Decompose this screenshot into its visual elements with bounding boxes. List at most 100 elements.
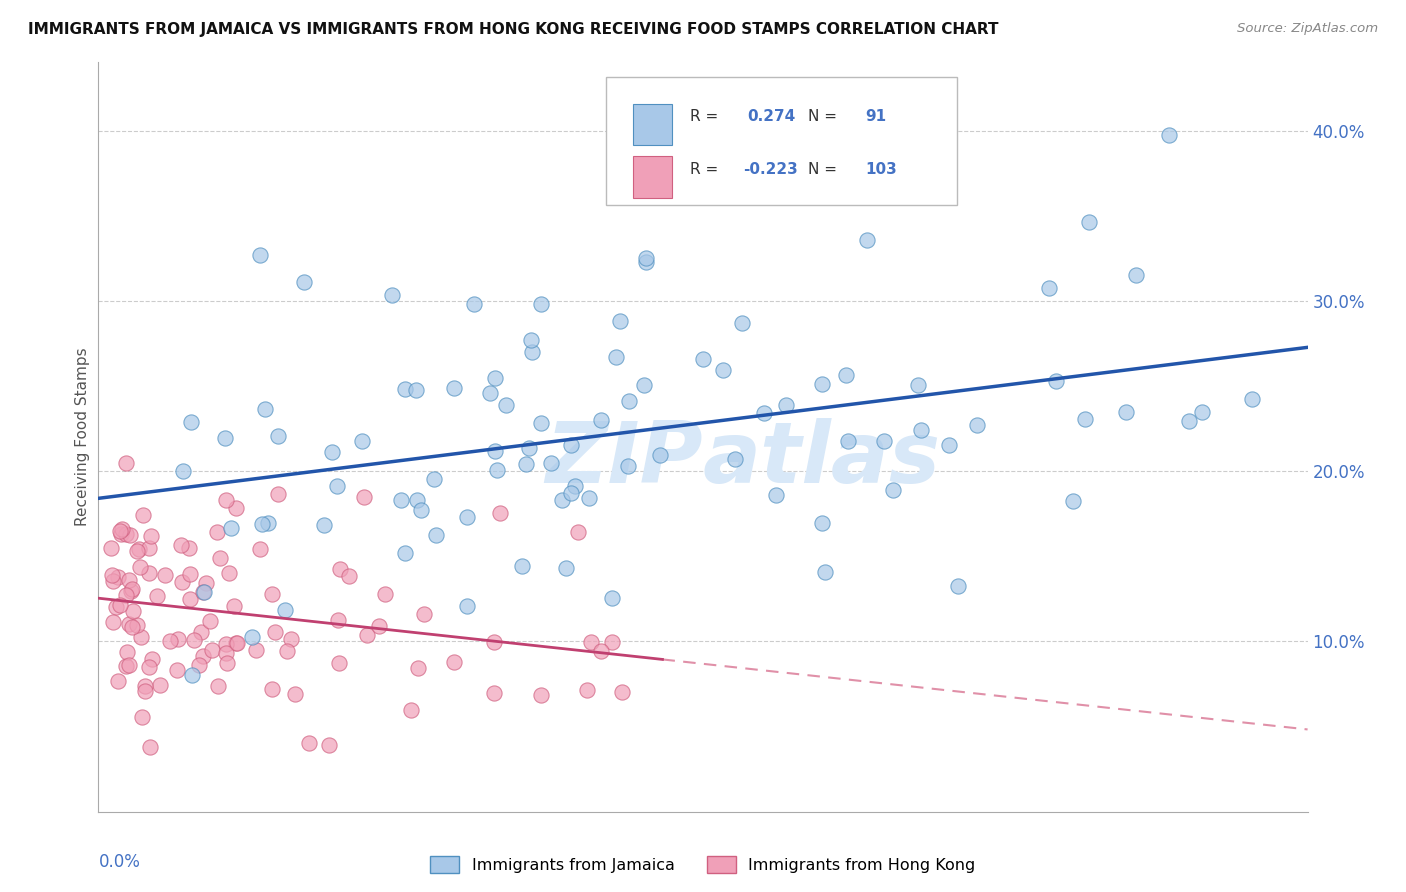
- Point: [515, 457, 537, 471]
- Point: [456, 510, 478, 524]
- Point: [339, 568, 361, 582]
- Point: [425, 527, 447, 541]
- Point: [731, 317, 754, 331]
- Point: [114, 658, 136, 673]
- Point: [837, 434, 859, 449]
- Text: R =: R =: [690, 109, 718, 124]
- Point: [405, 493, 427, 508]
- Point: [775, 398, 797, 412]
- Point: [115, 456, 138, 470]
- Point: [1045, 374, 1067, 388]
- Point: [938, 438, 960, 452]
- Point: [1077, 214, 1099, 228]
- Point: [134, 684, 156, 698]
- Point: [567, 525, 589, 540]
- Point: [540, 457, 562, 471]
- Point: [262, 682, 284, 697]
- Point: [132, 508, 155, 522]
- Point: [121, 582, 143, 596]
- Point: [179, 567, 201, 582]
- Point: [907, 378, 929, 392]
- Point: [118, 527, 141, 541]
- Point: [882, 483, 904, 497]
- Point: [101, 574, 124, 588]
- Point: [139, 740, 162, 755]
- Point: [115, 526, 138, 541]
- Point: [368, 618, 391, 632]
- Bar: [633, 103, 672, 145]
- Point: [394, 546, 416, 560]
- Text: -0.223: -0.223: [742, 161, 797, 177]
- Point: [118, 616, 141, 631]
- Point: [318, 738, 340, 752]
- Point: [966, 417, 988, 432]
- Point: [103, 615, 125, 630]
- Point: [814, 565, 837, 579]
- Point: [560, 438, 582, 452]
- Point: [118, 657, 141, 672]
- Point: [267, 429, 290, 443]
- Text: R =: R =: [690, 161, 718, 177]
- Point: [576, 683, 599, 698]
- Text: IMMIGRANTS FROM JAMAICA VS IMMIGRANTS FROM HONG KONG RECEIVING FOOD STAMPS CORRE: IMMIGRANTS FROM JAMAICA VS IMMIGRANTS FR…: [28, 22, 998, 37]
- Point: [180, 415, 202, 429]
- Point: [325, 479, 347, 493]
- Point: [589, 644, 612, 658]
- Point: [1062, 493, 1084, 508]
- Point: [692, 351, 714, 366]
- Point: [134, 679, 156, 693]
- Text: atlas: atlas: [703, 418, 941, 501]
- Point: [267, 487, 290, 501]
- Point: [328, 656, 350, 670]
- Point: [835, 368, 858, 382]
- Point: [856, 233, 879, 247]
- Point: [200, 614, 222, 628]
- Point: [484, 686, 506, 700]
- Point: [218, 566, 240, 581]
- Point: [122, 604, 145, 618]
- Point: [111, 523, 134, 537]
- Point: [179, 591, 201, 606]
- Point: [172, 464, 194, 478]
- Point: [633, 378, 655, 392]
- Point: [120, 583, 142, 598]
- Point: [205, 524, 228, 539]
- Point: [394, 382, 416, 396]
- Point: [609, 314, 631, 328]
- Point: [219, 521, 242, 535]
- Point: [105, 599, 128, 614]
- Point: [356, 627, 378, 641]
- Point: [389, 493, 412, 508]
- Point: [484, 371, 506, 385]
- Point: [617, 393, 640, 408]
- Text: N =: N =: [808, 109, 837, 124]
- Point: [166, 632, 188, 646]
- Point: [1074, 412, 1097, 426]
- Point: [648, 448, 671, 462]
- Point: [101, 568, 124, 582]
- Point: [443, 656, 465, 670]
- Point: [215, 637, 238, 651]
- Point: [443, 381, 465, 395]
- Point: [276, 644, 298, 658]
- Point: [107, 673, 129, 688]
- Text: Source: ZipAtlas.com: Source: ZipAtlas.com: [1237, 22, 1378, 36]
- Point: [406, 661, 429, 675]
- Point: [201, 643, 224, 657]
- Point: [374, 587, 396, 601]
- Point: [530, 417, 553, 431]
- Point: [183, 632, 205, 647]
- Point: [811, 516, 834, 530]
- Point: [634, 254, 657, 268]
- Point: [207, 680, 229, 694]
- Point: [605, 350, 627, 364]
- Point: [215, 646, 238, 660]
- Point: [263, 624, 285, 639]
- Point: [550, 492, 572, 507]
- Point: [510, 558, 533, 573]
- Y-axis label: Receiving Food Stamps: Receiving Food Stamps: [75, 348, 90, 526]
- Point: [149, 678, 172, 692]
- Point: [617, 459, 640, 474]
- Point: [128, 541, 150, 556]
- Point: [128, 560, 150, 574]
